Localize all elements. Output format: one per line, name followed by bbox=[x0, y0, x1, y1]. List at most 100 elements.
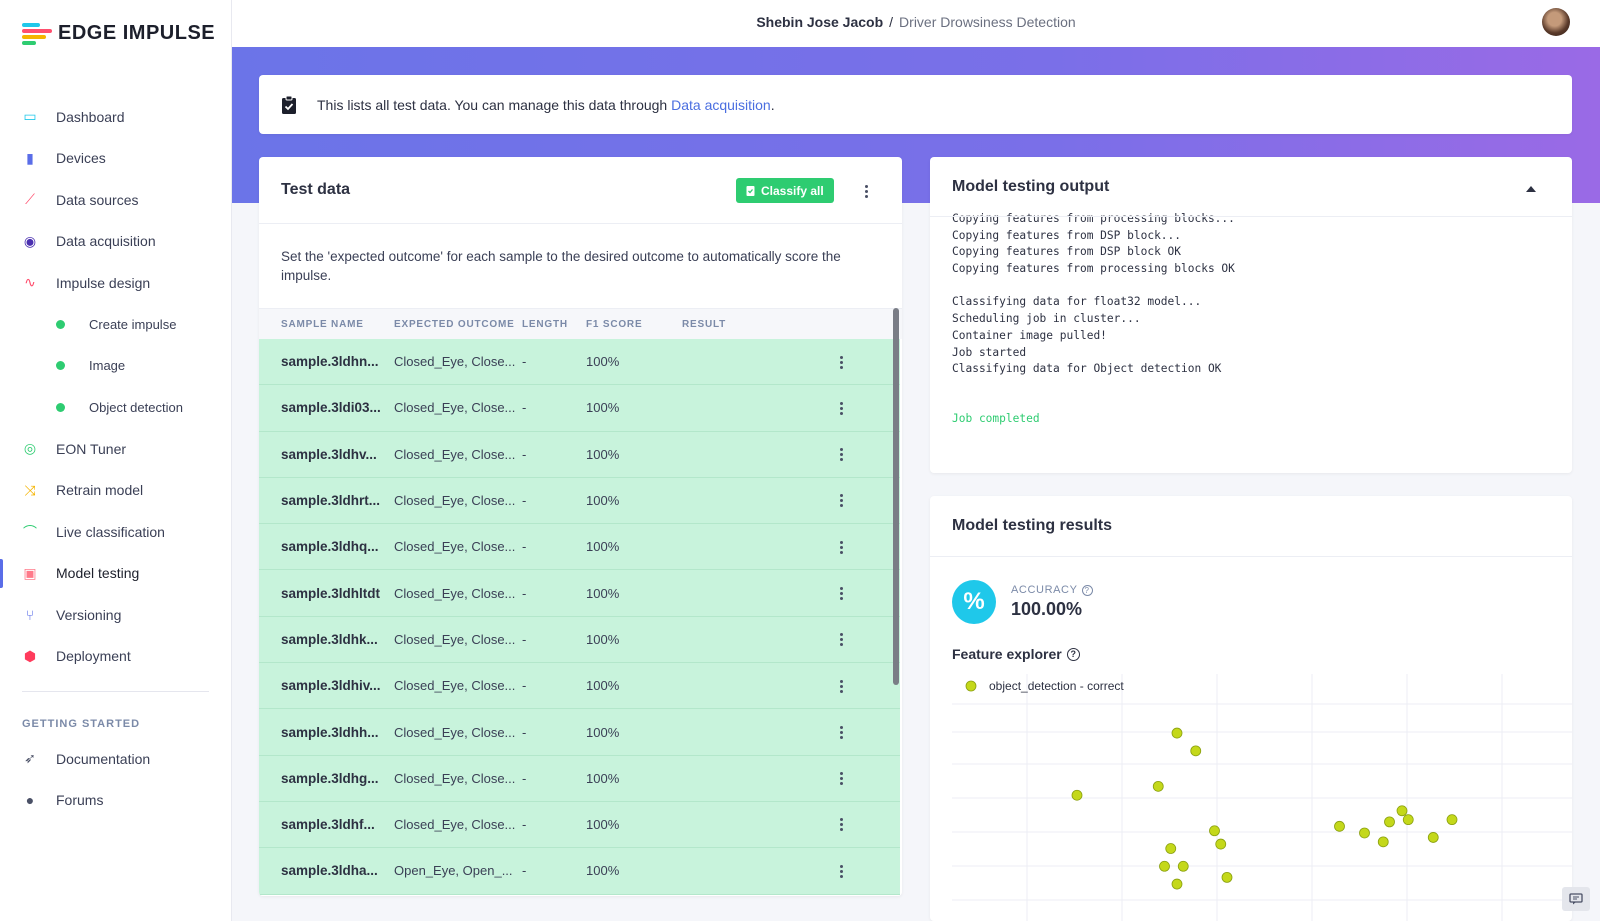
scatter-point[interactable] bbox=[1446, 814, 1458, 826]
table-row[interactable]: sample.3ldhrt... Closed_Eye, Close... - 100… bbox=[259, 477, 900, 525]
classify-all-button[interactable]: Classify all bbox=[736, 178, 834, 203]
row-menu-icon[interactable] bbox=[833, 447, 849, 463]
cell-expected-outcome: Closed_Eye, Close... bbox=[394, 400, 516, 416]
cell-f1-score: 100% bbox=[586, 631, 620, 647]
scatter-point[interactable] bbox=[1427, 832, 1439, 843]
feedback-chat-icon[interactable] bbox=[1562, 887, 1590, 911]
cell-f1-score: 100% bbox=[586, 539, 620, 555]
sidebar-item-eon-tuner[interactable]: ◎ EON Tuner bbox=[0, 428, 231, 470]
scatter-point[interactable] bbox=[1171, 878, 1183, 890]
feature-explorer-label: Feature explorer bbox=[952, 646, 1062, 662]
table-row[interactable]: sample.3ldha... Open_Eye, Open_... - 100% bbox=[259, 848, 900, 895]
sidebar-item-data-sources[interactable]: ⟋ Data sources bbox=[0, 179, 231, 221]
sidebar-item-label: Retrain model bbox=[56, 482, 144, 499]
table-row[interactable]: sample.3ldhf... Closed_Eye, Close... - 100% bbox=[259, 801, 900, 849]
sidebar-item-image[interactable]: Image bbox=[0, 345, 231, 387]
table-row[interactable]: sample.3ldhg... Closed_Eye, Close... - 100% bbox=[259, 755, 900, 802]
column-expected-outcome[interactable]: EXPECTED OUTCOME bbox=[394, 318, 515, 330]
scatter-point[interactable] bbox=[1359, 827, 1370, 839]
table-row[interactable]: sample.3ldi03... Closed_Eye, Close... - 100… bbox=[259, 385, 900, 432]
logo[interactable]: EDGE IMPULSE bbox=[22, 22, 215, 45]
sidebar-item-data-acquisition[interactable]: ◉ Data acquisition bbox=[0, 221, 231, 263]
scatter-point[interactable] bbox=[1071, 789, 1083, 801]
scatter-point[interactable] bbox=[1171, 727, 1183, 739]
scatter-point[interactable] bbox=[1209, 825, 1220, 837]
table-scrollbar[interactable] bbox=[893, 308, 899, 685]
row-menu-icon[interactable] bbox=[833, 863, 849, 879]
scatter-point[interactable] bbox=[1215, 838, 1227, 850]
collapse-caret-icon[interactable] bbox=[1526, 186, 1536, 192]
scatter-point[interactable] bbox=[1396, 805, 1408, 817]
table-row[interactable]: sample.3ldhiv... Closed_Eye, Close... - 100… bbox=[259, 663, 900, 710]
scatter-point[interactable] bbox=[1334, 820, 1345, 832]
column-result[interactable]: RESULT bbox=[682, 318, 727, 330]
avatar[interactable] bbox=[1542, 8, 1570, 36]
accuracy-label: ACCURACY? bbox=[1011, 584, 1093, 596]
table-row[interactable]: sample.3ldhltdt Closed_Eye, Close... - 100% bbox=[259, 570, 900, 617]
scatter-point[interactable] bbox=[1152, 780, 1164, 792]
cell-f1-score: 100% bbox=[586, 724, 620, 740]
breadcrumb-user[interactable]: Shebin Jose Jacob bbox=[756, 14, 884, 30]
scatter-point[interactable] bbox=[1165, 843, 1177, 854]
sidebar-item-retrain-model[interactable]: ⤨ Retrain model bbox=[0, 470, 231, 512]
row-menu-icon[interactable] bbox=[833, 585, 849, 601]
scatter-point[interactable] bbox=[1377, 836, 1389, 848]
scatter-point[interactable] bbox=[1384, 816, 1395, 828]
cell-expected-outcome: Closed_Eye, Close... bbox=[394, 817, 516, 833]
clipboard-check-icon bbox=[282, 95, 296, 114]
column-length[interactable]: LENGTH bbox=[522, 318, 568, 330]
scatter-point[interactable] bbox=[1159, 860, 1170, 872]
column-sample-name[interactable]: SAMPLE NAME bbox=[281, 318, 364, 330]
cell-expected-outcome: Closed_Eye, Close... bbox=[394, 678, 516, 694]
breadcrumb-project[interactable]: Driver Drowsiness Detection bbox=[899, 14, 1076, 30]
sidebar-item-deployment[interactable]: ⬢ Deployment bbox=[0, 636, 231, 678]
cell-length: - bbox=[522, 493, 527, 509]
table-header: SAMPLE NAME EXPECTED OUTCOME LENGTH F1 S… bbox=[259, 308, 902, 339]
sidebar-item-forums[interactable]: ● Forums bbox=[0, 780, 231, 822]
sidebar-item-impulse-design[interactable]: ∿ Impulse design bbox=[0, 262, 231, 304]
compass-icon: ◎ bbox=[23, 440, 37, 457]
log-line: Classifying data for Object detection OK bbox=[952, 362, 1222, 376]
data-acquisition-link[interactable]: Data acquisition bbox=[671, 96, 771, 113]
sidebar-item-object-detection[interactable]: Object detection bbox=[0, 387, 231, 429]
sidebar-item-versioning[interactable]: ⑂ Versioning bbox=[0, 594, 231, 636]
test-data-menu-icon[interactable] bbox=[858, 183, 874, 199]
sidebar-item-dashboard[interactable]: ▭ Dashboard bbox=[0, 96, 231, 138]
row-menu-icon[interactable] bbox=[833, 539, 849, 555]
sidebar-item-documentation[interactable]: ➶ Documentation bbox=[0, 738, 231, 780]
cell-expected-outcome: Closed_Eye, Close... bbox=[394, 724, 516, 740]
help-icon[interactable]: ? bbox=[1081, 584, 1093, 596]
row-menu-icon[interactable] bbox=[833, 354, 849, 370]
scatter-point[interactable] bbox=[1402, 814, 1414, 826]
column-f1-score[interactable]: F1 SCORE bbox=[586, 318, 643, 330]
log-line bbox=[952, 278, 1550, 295]
scatter-point[interactable] bbox=[1221, 871, 1233, 883]
scatter-point[interactable] bbox=[1177, 860, 1189, 872]
row-menu-icon[interactable] bbox=[833, 400, 849, 416]
sidebar-nav: ▭ Dashboard ▮ Devices ⟋ Data sources ◉ Data acq… bbox=[0, 96, 231, 821]
cell-f1-score: 100% bbox=[586, 493, 620, 509]
sidebar-item-devices[interactable]: ▮ Devices bbox=[0, 138, 231, 180]
cell-expected-outcome: Closed_Eye, Close... bbox=[394, 493, 516, 509]
sidebar-item-live-classification[interactable]: ⌒ Live classification bbox=[0, 511, 231, 553]
row-menu-icon[interactable] bbox=[833, 724, 849, 740]
sidebar-item-label: Deployment bbox=[56, 648, 131, 665]
table-row[interactable]: sample.3ldhk... Closed_Eye, Close... - 100% bbox=[259, 616, 900, 664]
row-menu-icon[interactable] bbox=[833, 493, 849, 509]
status-dot-icon bbox=[56, 402, 65, 412]
sidebar-item-label: Create impulse bbox=[89, 316, 177, 332]
row-menu-icon[interactable] bbox=[833, 817, 849, 833]
legend-label[interactable]: object_detection - correct bbox=[989, 679, 1124, 693]
table-row[interactable]: sample.3ldhh... Closed_Eye, Close... - 100% bbox=[259, 709, 900, 756]
scatter-point[interactable] bbox=[1190, 745, 1202, 757]
feature-explorer-plot[interactable]: object_detection - correct bbox=[952, 674, 1572, 921]
table-row[interactable]: sample.3ldhv... Closed_Eye, Close... - 100% bbox=[259, 431, 900, 478]
row-menu-icon[interactable] bbox=[833, 632, 849, 648]
sidebar-item-model-testing[interactable]: ▣ Model testing bbox=[0, 553, 231, 595]
row-menu-icon[interactable] bbox=[833, 771, 849, 787]
table-row[interactable]: sample.3ldhn... Closed_Eye, Close... - 100% bbox=[259, 339, 900, 386]
table-row[interactable]: sample.3ldhq... Closed_Eye, Close... - 100% bbox=[259, 524, 900, 571]
row-menu-icon[interactable] bbox=[833, 678, 849, 694]
feature-explorer-help-icon[interactable]: ? bbox=[1066, 647, 1080, 661]
sidebar-item-create-impulse[interactable]: Create impulse bbox=[0, 304, 231, 346]
